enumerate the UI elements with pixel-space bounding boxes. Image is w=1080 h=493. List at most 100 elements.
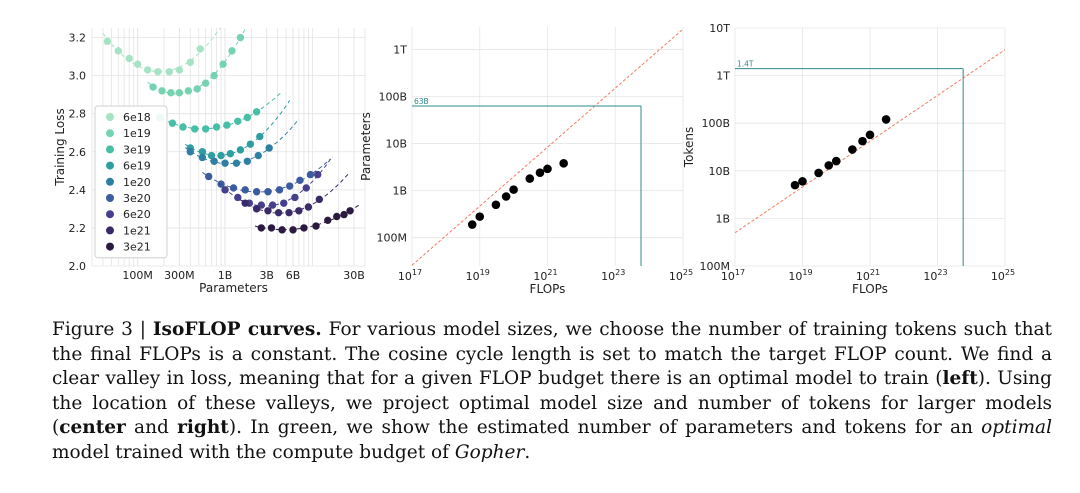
- x-tick-label: 100M: [122, 269, 153, 282]
- x-tick-label: 1023: [601, 268, 625, 283]
- data-point-6e18: [143, 66, 152, 74]
- series-layer: [102, 28, 360, 234]
- caption-left: left: [942, 368, 978, 389]
- data-point-3e20: [217, 180, 225, 188]
- caption-text-3: ). In green, we show the estimated numbe…: [228, 417, 982, 438]
- x-tick-base: 10: [669, 270, 683, 283]
- data-point-1e19: [219, 60, 227, 68]
- figure-caption: Figure 3 | IsoFLOP curves. For various m…: [52, 318, 1052, 465]
- data-point-6e19: [198, 148, 207, 156]
- x-tick-label: 6B: [286, 269, 301, 282]
- x-tick-exponent: 17: [412, 268, 422, 277]
- data-point-6e18: [125, 54, 133, 63]
- data-point-6e20: [314, 170, 322, 179]
- legend-label-6e19: 6e19: [123, 160, 151, 173]
- legend-marker-6e18: [106, 113, 114, 121]
- x-tick-label: 1025: [991, 268, 1015, 283]
- data-point-6e20: [302, 184, 310, 192]
- y-tick-label: 1B: [715, 212, 730, 225]
- x-tick-label: 1021: [856, 268, 880, 283]
- fit-curve-6e19: [184, 100, 291, 156]
- data-point-1e20: [265, 144, 273, 152]
- data-point-6e18: [165, 68, 173, 76]
- x-tick-label: 3B: [259, 269, 274, 282]
- x-tick-base: 10: [721, 270, 735, 283]
- x-tick-label: 1023: [923, 268, 947, 283]
- y-axis-label: Tokens: [682, 127, 696, 168]
- data-point-3e19: [201, 125, 210, 133]
- data-point-3e19: [168, 119, 177, 127]
- data-point: [790, 180, 800, 190]
- data-point: [467, 220, 477, 229]
- legend-marker-6e20: [106, 210, 114, 219]
- data-point-3e20: [229, 184, 238, 192]
- data-point-3e21: [278, 226, 286, 234]
- data-point-1e21: [274, 208, 283, 217]
- x-tick-base: 10: [398, 270, 412, 283]
- data-point-1e19: [175, 89, 184, 97]
- data-point-3e21: [289, 226, 297, 234]
- data-point-3e20: [204, 172, 213, 181]
- x-tick-label: 1017: [398, 268, 422, 283]
- caption-end: .: [524, 441, 531, 463]
- legend-label-3e19: 3e19: [123, 143, 151, 156]
- y-axis-label: Parameters: [359, 112, 373, 181]
- data-point-6e20: [291, 193, 299, 202]
- data-point-1e21: [252, 205, 261, 213]
- legend: 6e18 1e19 3e19 6e19 1e20 3e20 6e20 1e21 3e21: [94, 105, 168, 259]
- x-tick-base: 10: [788, 270, 802, 283]
- data-point-6e18: [114, 47, 122, 55]
- legend-marker-1e20: [106, 177, 114, 186]
- data-point: [559, 159, 568, 168]
- x-tick-base: 10: [466, 270, 480, 283]
- data-point-1e21: [304, 203, 313, 211]
- data-point-3e19: [212, 123, 221, 131]
- x-tick-label: 1B: [218, 269, 233, 282]
- caption-title: IsoFLOP curves.: [152, 319, 322, 340]
- data-point-1e21: [295, 207, 303, 215]
- x-tick-label: 30B: [343, 269, 365, 282]
- x-tick-label: 1019: [788, 268, 812, 283]
- y-tick-label: 100B: [378, 91, 407, 104]
- data-point: [798, 177, 807, 186]
- data-point-1e20: [243, 157, 252, 165]
- y-tick-label: 3.2: [69, 32, 87, 45]
- data-point-1e20: [210, 157, 218, 165]
- data-point-1e19: [158, 87, 166, 95]
- y-axis-label: Training Loss: [53, 108, 67, 186]
- data-point: [535, 168, 545, 178]
- data-point-3e21: [267, 224, 276, 232]
- data-point: [525, 174, 535, 183]
- data-point-3e19: [179, 123, 187, 131]
- legend-marker-1e19: [106, 129, 114, 138]
- x-tick-exponent: 25: [683, 268, 693, 277]
- caption-label: Figure 3 |: [52, 319, 153, 340]
- caption-and: and: [125, 417, 178, 438]
- isoflop-figure: 2.0 2.2 2.4 2.6 2.8 3.0 3.2 100M 300M 1B 3B 6B 30B Pa…: [53, 22, 1015, 296]
- data-point-3e20: [241, 186, 249, 194]
- caption-gopher: Gopher: [454, 441, 525, 463]
- legend-label-6e18: 6e18: [123, 111, 151, 124]
- data-point-1e20: [221, 159, 229, 167]
- x-tick-exponent: 25: [1005, 268, 1015, 277]
- y-tick-label: 100M: [700, 260, 731, 273]
- data-point-1e19: [201, 79, 210, 87]
- x-tick-label: 1025: [669, 268, 693, 283]
- legend-marker-1e21: [106, 226, 114, 235]
- data-point-3e19: [223, 121, 231, 129]
- data-point-3e19: [243, 113, 252, 122]
- x-axis-label: FLOPs: [852, 282, 888, 296]
- legend-marker-3e20: [106, 194, 114, 202]
- x-tick-label: 1017: [721, 268, 745, 283]
- legend-label-3e21: 3e21: [123, 241, 151, 254]
- data-point-3e20: [296, 176, 304, 185]
- data-point: [543, 164, 552, 174]
- x-tick-exponent: 17: [735, 268, 745, 277]
- data-point-6e18: [196, 45, 204, 53]
- data-point-3e20: [252, 188, 261, 196]
- caption-text-4: model trained with the compute budget of: [52, 441, 455, 463]
- data-point-1e19: [184, 87, 193, 95]
- x-tick-label: 300M: [164, 269, 195, 282]
- data-point: [509, 185, 518, 194]
